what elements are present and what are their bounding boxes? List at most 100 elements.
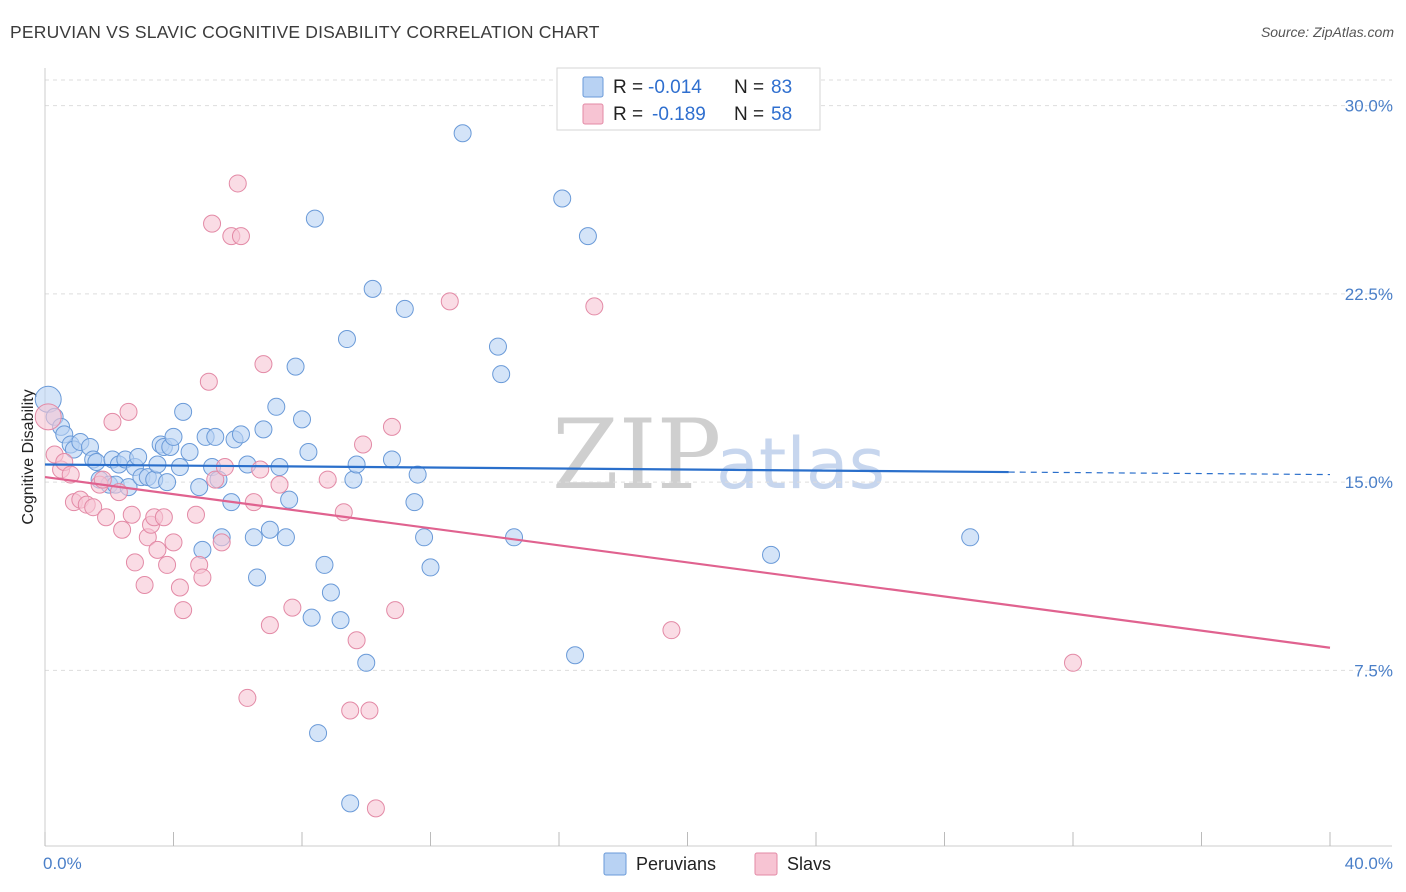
peruvians-n-value: 83 xyxy=(771,77,792,98)
legend-label-peruvians: Peruvians xyxy=(636,854,716,874)
slavs-trend-line xyxy=(44,475,1331,649)
peruvian-point xyxy=(382,450,401,469)
peruvian-point xyxy=(553,189,572,208)
slav-point xyxy=(260,616,279,635)
peruvian-point xyxy=(276,528,295,547)
peruvian-point xyxy=(174,402,193,421)
slav-point xyxy=(193,568,212,587)
watermark-atlas: atlas xyxy=(716,423,885,505)
peruvian-point xyxy=(293,410,311,429)
peruvian-point xyxy=(395,299,414,318)
peruvian-point xyxy=(206,427,225,446)
slav-point xyxy=(386,601,405,620)
gridlines xyxy=(45,79,1392,671)
peruvian-point xyxy=(286,357,305,376)
peruvian-point xyxy=(248,568,267,587)
peruvian-point xyxy=(566,646,585,665)
peruvian-point xyxy=(260,520,279,539)
slav-point xyxy=(212,533,231,552)
peruvian-point xyxy=(244,528,263,547)
peruvian-point xyxy=(344,470,363,489)
peruvian-point xyxy=(305,209,324,228)
slav-point xyxy=(1064,653,1082,672)
slav-point xyxy=(585,297,604,316)
y-tick-labels: 7.5% 15.0% 22.5% 30.0% xyxy=(1345,97,1393,681)
slav-point xyxy=(231,227,250,246)
slav-point xyxy=(318,470,337,489)
peruvian-point xyxy=(280,490,299,509)
slav-point xyxy=(125,553,144,572)
legend-swatch-slavs xyxy=(754,852,778,876)
peruvian-point xyxy=(341,794,360,813)
watermark: ZIP atlas xyxy=(552,399,885,511)
slav-point xyxy=(440,292,459,311)
slav-point xyxy=(148,540,167,559)
peruvians-r-value: -0.014 xyxy=(648,77,702,98)
slav-point xyxy=(164,533,183,552)
peruvian-point xyxy=(488,337,507,356)
y-tick-label: 22.5% xyxy=(1345,285,1393,304)
slavs-n-label: N = xyxy=(734,104,764,125)
x-tick-label-max: 40.0% xyxy=(1345,854,1393,873)
slav-point xyxy=(251,460,270,479)
peruvian-point xyxy=(267,397,286,416)
slav-point xyxy=(228,174,247,193)
peruvian-point xyxy=(337,330,356,349)
y-axis-title: Cognitive Disability xyxy=(20,389,37,524)
slav-point xyxy=(97,508,116,527)
slav-point xyxy=(174,601,193,620)
peruvian-point xyxy=(170,458,189,477)
slav-point xyxy=(158,555,177,574)
peruvian-point xyxy=(180,442,199,461)
slav-point xyxy=(113,520,132,539)
slav-point xyxy=(360,701,379,720)
series-legend: Peruvians Slavs xyxy=(603,852,831,876)
slav-point xyxy=(34,403,62,431)
peruvian-point xyxy=(331,611,350,630)
source-label: Source: ZipAtlas.com xyxy=(1260,24,1394,40)
peruvian-point xyxy=(193,540,212,559)
slav-point xyxy=(206,470,225,489)
peruvian-point xyxy=(299,442,318,461)
peruvian-point xyxy=(129,448,148,466)
peruvian-point xyxy=(87,453,106,472)
slav-point xyxy=(254,355,273,374)
slav-point xyxy=(170,578,189,597)
slav-point xyxy=(662,621,681,640)
slav-point xyxy=(103,412,122,431)
y-tick-label: 7.5% xyxy=(1354,661,1393,680)
peruvian-point xyxy=(762,545,781,564)
trend-lines xyxy=(44,463,1331,649)
slav-point xyxy=(366,799,385,818)
slavs-r-value: -0.189 xyxy=(652,104,706,125)
peruvian-point xyxy=(158,473,177,492)
slav-point xyxy=(283,598,302,617)
watermark-zip: ZIP xyxy=(552,399,721,511)
slav-point xyxy=(244,493,263,512)
stats-legend: R = -0.014 N = 83 R = -0.189 N = 58 xyxy=(556,67,821,131)
x-ticks xyxy=(44,832,1331,846)
peruvians-n-label: N = xyxy=(734,77,764,98)
peruvian-point xyxy=(363,279,382,298)
slav-points xyxy=(34,174,1082,818)
slavs-legend-swatch xyxy=(582,103,604,125)
peruvian-point xyxy=(321,583,340,602)
peruvians-trend-extension xyxy=(1008,471,1331,476)
slav-point xyxy=(347,631,366,650)
peruvian-point xyxy=(453,124,472,143)
peruvian-point xyxy=(309,724,328,743)
slavs-n-value: 58 xyxy=(771,104,792,125)
slav-point xyxy=(382,417,401,436)
slav-point xyxy=(119,402,138,421)
peruvian-point xyxy=(357,653,376,672)
peruvians-r-label: R = xyxy=(613,77,643,98)
peruvian-point xyxy=(190,478,209,497)
legend-swatch-peruvians xyxy=(603,852,627,876)
peruvians-legend-swatch xyxy=(582,76,604,98)
slav-point xyxy=(186,505,205,524)
x-tick-label-min: 0.0% xyxy=(43,854,82,873)
peruvian-point xyxy=(415,528,434,547)
peruvian-point xyxy=(254,420,273,439)
peruvian-point xyxy=(231,425,250,444)
peruvian-point xyxy=(578,227,597,246)
